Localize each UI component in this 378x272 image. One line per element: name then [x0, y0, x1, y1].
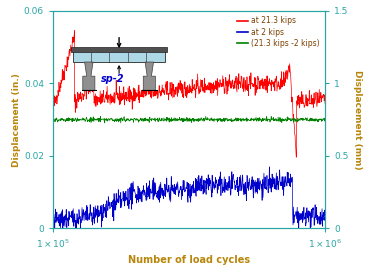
Polygon shape: [83, 62, 95, 90]
Polygon shape: [143, 62, 155, 90]
Legend: at 21.3 kips, at 2 kips, (21.3 kips -2 kips): at 21.3 kips, at 2 kips, (21.3 kips -2 k…: [235, 15, 321, 49]
Bar: [71, 47, 167, 52]
X-axis label: Number of load cycles: Number of load cycles: [128, 255, 250, 265]
Bar: [73, 51, 165, 62]
Text: sp-2: sp-2: [101, 74, 124, 84]
Y-axis label: Displacement (mm): Displacement (mm): [353, 70, 363, 169]
Y-axis label: Displacement (in.): Displacement (in.): [12, 73, 21, 167]
